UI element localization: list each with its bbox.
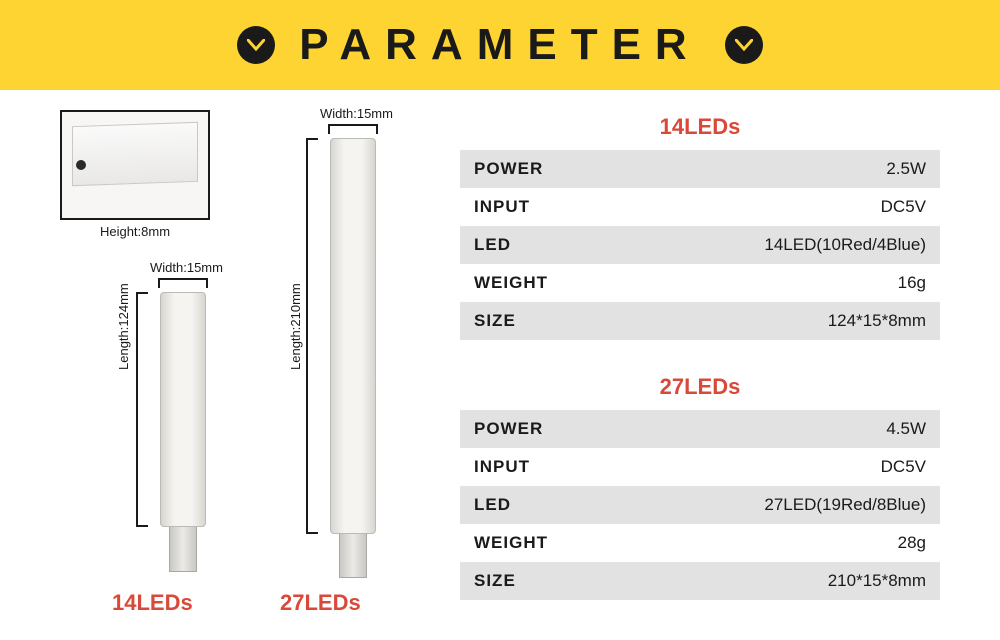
content: Height:8mm Width:15mm Length:124mm 14LED… [0, 90, 1000, 630]
spec-val: 210*15*8mm [614, 562, 940, 600]
spec-key: SIZE [460, 562, 614, 600]
width-bracket-14 [158, 278, 208, 288]
diagram-label-14: 14LEDs [112, 590, 193, 616]
led-body [330, 138, 376, 534]
diagram-area: Height:8mm Width:15mm Length:124mm 14LED… [60, 110, 420, 630]
table-row: INPUTDC5V [460, 188, 940, 226]
table-row: LED14LED(10Red/4Blue) [460, 226, 940, 264]
spec-key: SIZE [460, 302, 614, 340]
spec-key: POWER [460, 150, 614, 188]
led-body [160, 292, 206, 527]
table-row: INPUTDC5V [460, 448, 940, 486]
spec-table-14: POWER2.5W INPUTDC5V LED14LED(10Red/4Blue… [460, 150, 940, 340]
spec-key: INPUT [460, 188, 614, 226]
led-usb [339, 534, 367, 578]
spec-val: DC5V [614, 188, 940, 226]
banner: PARAMETER [0, 0, 1000, 90]
spec-val: DC5V [614, 448, 940, 486]
table-title-27: 27LEDs [460, 374, 940, 400]
spec-key: LED [460, 486, 614, 524]
table-title-14: 14LEDs [460, 114, 940, 140]
table-row: WEIGHT16g [460, 264, 940, 302]
spec-key: WEIGHT [460, 264, 614, 302]
spec-val: 28g [614, 524, 940, 562]
spec-tables: 14LEDs POWER2.5W INPUTDC5V LED14LED(10Re… [460, 110, 940, 630]
height-label: Height:8mm [60, 224, 210, 239]
table-row: SIZE210*15*8mm [460, 562, 940, 600]
width-label-27: Width:15mm [320, 106, 393, 121]
chevron-down-icon [237, 26, 275, 64]
width-label-14: Width:15mm [150, 260, 223, 275]
table-row: POWER4.5W [460, 410, 940, 448]
diagram-label-27: 27LEDs [280, 590, 361, 616]
spec-key: LED [460, 226, 614, 264]
spec-key: INPUT [460, 448, 614, 486]
chevron-down-icon [725, 26, 763, 64]
spec-table-27: POWER4.5W INPUTDC5V LED27LED(19Red/8Blue… [460, 410, 940, 600]
led-usb [169, 527, 197, 572]
length-bracket-14 [136, 292, 148, 527]
led-image-14 [160, 292, 206, 572]
spec-val: 27LED(19Red/8Blue) [614, 486, 940, 524]
spec-val: 2.5W [614, 150, 940, 188]
closeup-image [60, 110, 210, 220]
closeup-tube [72, 122, 198, 186]
banner-title: PARAMETER [299, 20, 700, 70]
table-row: POWER2.5W [460, 150, 940, 188]
table-row: SIZE124*15*8mm [460, 302, 940, 340]
spec-val: 4.5W [614, 410, 940, 448]
table-row: WEIGHT28g [460, 524, 940, 562]
table-row: LED27LED(19Red/8Blue) [460, 486, 940, 524]
spec-val: 16g [614, 264, 940, 302]
width-bracket-27 [328, 124, 378, 134]
spec-key: WEIGHT [460, 524, 614, 562]
led-image-27 [330, 138, 376, 578]
length-bracket-27 [306, 138, 318, 534]
spec-val: 14LED(10Red/4Blue) [614, 226, 940, 264]
closeup-dot [76, 160, 86, 170]
spec-val: 124*15*8mm [614, 302, 940, 340]
spec-key: POWER [460, 410, 614, 448]
